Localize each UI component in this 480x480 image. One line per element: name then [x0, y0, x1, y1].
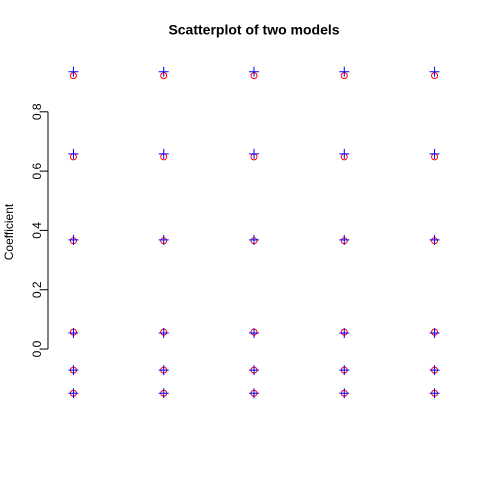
point [429, 66, 440, 77]
point [68, 388, 79, 399]
point [158, 148, 169, 159]
point [249, 234, 259, 245]
point [249, 66, 259, 77]
point [68, 66, 79, 77]
point [158, 365, 169, 376]
point [429, 234, 440, 245]
point [339, 328, 350, 339]
point [68, 365, 79, 376]
y-tick-label: 0.0 [30, 340, 44, 357]
point [158, 388, 169, 399]
point [429, 148, 440, 159]
point [68, 328, 79, 339]
point [158, 328, 169, 339]
y-tick-label: 0.2 [30, 281, 44, 298]
point [249, 365, 259, 376]
point [68, 148, 79, 159]
y-axis-label: Coefficient [2, 203, 16, 260]
point [339, 66, 350, 77]
point [68, 234, 79, 245]
point [339, 388, 350, 399]
chart-title: Scatterplot of two models [168, 22, 339, 38]
point [339, 365, 350, 376]
y-tick-label: 0.6 [30, 162, 44, 179]
point [249, 328, 259, 339]
y-tick-label: 0.8 [30, 103, 44, 120]
point [158, 234, 169, 245]
point [429, 328, 440, 339]
point [339, 234, 350, 245]
point [339, 148, 350, 159]
point [429, 365, 440, 376]
point [429, 388, 440, 399]
point [158, 66, 169, 77]
point [249, 388, 259, 399]
y-tick-label: 0.4 [30, 222, 44, 239]
point [249, 148, 259, 159]
